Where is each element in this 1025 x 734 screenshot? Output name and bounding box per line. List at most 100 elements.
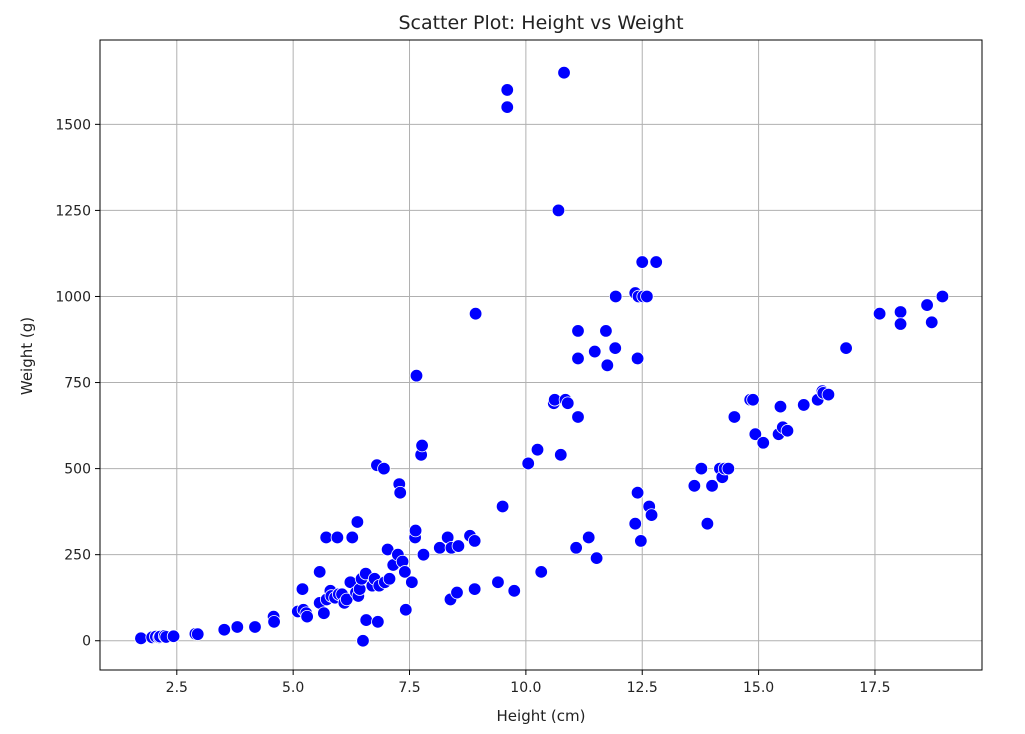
scatter-point	[821, 387, 836, 402]
scatter-point	[530, 442, 545, 457]
scatter-point	[451, 539, 466, 553]
scatter-point	[773, 399, 788, 414]
scatter-point	[248, 620, 262, 634]
scatter-point	[582, 530, 596, 545]
scatter-point	[721, 461, 736, 476]
scatter-point	[780, 424, 795, 438]
scatter-point	[191, 627, 205, 641]
scatter-point	[608, 341, 622, 355]
scatter-point	[635, 255, 649, 269]
scatter-point	[925, 315, 939, 329]
x-tick-label: 7.5	[398, 680, 420, 696]
scatter-point	[467, 582, 482, 596]
scatter-point	[134, 631, 148, 646]
scatter-point	[634, 534, 648, 548]
scatter-point	[467, 534, 482, 548]
scatter-point	[433, 541, 447, 555]
data-points	[134, 66, 950, 648]
scatter-point	[748, 427, 763, 441]
y-tick-label: 1500	[55, 117, 91, 133]
scatter-point	[756, 436, 770, 450]
scatter-point	[644, 508, 659, 522]
scatter-point	[687, 479, 702, 493]
scatter-point	[797, 398, 811, 412]
scatter-point	[893, 305, 908, 319]
scatter-point	[554, 448, 568, 462]
scatter-point	[571, 410, 585, 424]
scatter-point	[920, 298, 934, 312]
scatter-point	[312, 565, 327, 579]
scatter-point	[935, 289, 950, 304]
scatter-point	[416, 547, 431, 562]
scatter-point	[589, 551, 604, 565]
x-axis-label: Height (cm)	[497, 707, 586, 725]
scatter-point	[166, 629, 181, 643]
x-axis-ticks: 2.5 5.0 7.5 10.0 12.5 15.0 17.5	[166, 670, 891, 696]
scatter-point	[521, 456, 535, 471]
scatter-point	[507, 584, 521, 598]
scatter-point	[551, 203, 566, 218]
scatter-point	[377, 461, 391, 476]
x-tick-label: 5.0	[282, 680, 304, 696]
scatter-point	[588, 344, 602, 359]
scatter-point	[727, 410, 742, 424]
scatter-point	[571, 324, 585, 338]
scatter-point	[893, 317, 908, 331]
y-axis-ticks: 0 250 500 750 1000 1250 1500	[55, 117, 100, 650]
scatter-point	[267, 615, 281, 629]
scatter-point	[356, 634, 370, 648]
scatter-point	[409, 368, 424, 383]
scatter-point	[359, 613, 373, 627]
scatter-point	[319, 530, 333, 545]
scatter-point	[569, 541, 583, 555]
scatter-point	[408, 523, 423, 538]
scatter-point	[746, 393, 760, 407]
scatter-point	[371, 615, 385, 629]
scatter-point	[295, 582, 310, 596]
scatter-point	[300, 609, 314, 624]
plot-frame	[99, 39, 983, 671]
scatter-point	[415, 438, 429, 453]
x-tick-label: 17.5	[859, 680, 890, 696]
scatter-point	[399, 603, 413, 617]
x-tick-label: 15.0	[743, 680, 774, 696]
scatter-point	[217, 623, 231, 637]
scatter-point	[398, 565, 412, 579]
scatter-point	[599, 324, 613, 338]
scatter-point	[345, 530, 359, 545]
scatter-point	[630, 351, 645, 366]
grid-lines	[100, 40, 982, 670]
scatter-point	[534, 565, 548, 579]
scatter-point	[330, 530, 345, 545]
scatter-point	[571, 351, 585, 366]
y-tick-label: 750	[64, 376, 91, 392]
scatter-point	[640, 289, 654, 304]
chart-title: Scatter Plot: Height vs Weight	[398, 12, 683, 34]
scatter-point	[600, 358, 615, 373]
scatter-point	[839, 341, 853, 355]
y-tick-label: 0	[82, 634, 91, 650]
y-tick-label: 1250	[55, 203, 91, 219]
scatter-point	[561, 396, 575, 410]
scatter-point	[500, 83, 514, 97]
scatter-point	[468, 306, 483, 321]
scatter-point	[609, 289, 623, 304]
scatter-point	[382, 572, 397, 586]
scatter-point	[872, 306, 887, 321]
y-tick-label: 500	[64, 462, 91, 478]
scatter-point	[405, 575, 419, 589]
scatter-point	[649, 255, 663, 269]
scatter-point	[495, 499, 510, 514]
scatter-point	[350, 515, 365, 529]
scatter-point	[628, 516, 642, 531]
x-tick-label: 10.0	[510, 680, 541, 696]
scatter-point	[630, 486, 645, 500]
y-axis-label: Weight (g)	[18, 317, 36, 395]
scatter-point	[694, 461, 709, 476]
scatter-point	[700, 516, 715, 531]
y-tick-label: 250	[64, 548, 91, 564]
scatter-point	[317, 606, 331, 620]
scatter-point	[705, 479, 719, 493]
